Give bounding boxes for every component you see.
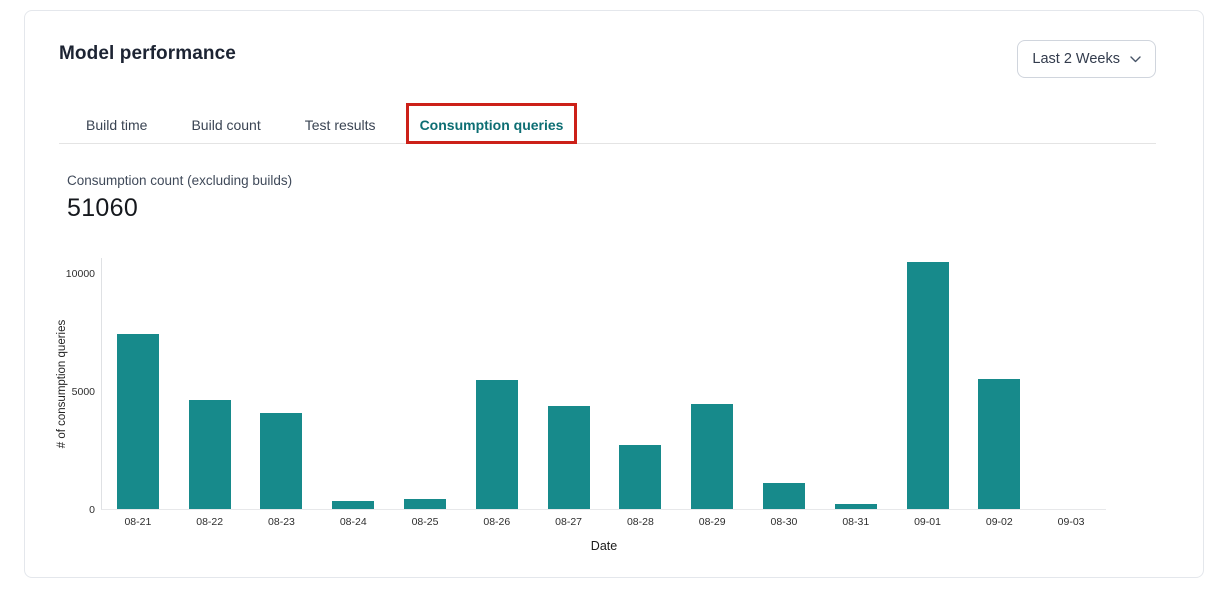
bar-08-28	[619, 445, 662, 509]
x-tick-label: 08-21	[124, 516, 152, 528]
plot-area: # of consumption queries Date 08-21 08-22…	[56, 258, 1106, 553]
chevron-down-icon	[1130, 55, 1141, 63]
model-performance-card: Model performance Last 2 Weeks Build tim…	[24, 10, 1204, 578]
time-range-value: Last 2 Weeks	[1032, 51, 1120, 67]
bar-08-26	[475, 379, 518, 509]
x-tick-label: 08-23	[268, 516, 295, 528]
bar-08-30	[762, 482, 805, 509]
bar-08-25	[404, 498, 447, 509]
tab-build-count[interactable]: Build count	[191, 117, 261, 133]
x-tick-label: 08-24	[339, 516, 367, 528]
y-tick-label: 5000	[71, 386, 95, 399]
bar-08-22	[188, 400, 231, 509]
x-tick-label: 08-31	[842, 516, 870, 528]
x-tick-label: 09-03	[1057, 516, 1085, 528]
tab-consumption-queries[interactable]: Consumption queries	[405, 103, 578, 144]
bar-08-21	[116, 334, 159, 509]
x-tick-label: 08-22	[196, 516, 224, 528]
x-tick-label: 08-29	[698, 516, 726, 528]
tab-bar: Build time Build count Test results Cons…	[59, 103, 1156, 144]
tab-consumption-queries-label: Consumption queries	[419, 117, 564, 133]
bar-08-24	[332, 501, 375, 509]
x-axis-label: Date	[590, 539, 618, 553]
x-tick-label: 09-02	[985, 516, 1013, 528]
x-tick-label: 08-27	[555, 516, 583, 528]
bar-08-27	[547, 406, 590, 509]
stat-value: 51060	[67, 194, 139, 222]
page-title: Model performance	[59, 43, 236, 64]
stat-label: Consumption count (excluding builds)	[67, 173, 293, 188]
bar-08-31	[834, 504, 877, 509]
bar-09-02	[978, 379, 1021, 509]
x-tick-label: 08-25	[411, 516, 439, 528]
y-tick-label: 10000	[65, 268, 95, 281]
y-tick-label: 0	[89, 504, 95, 516]
x-tick-label: 09-01	[914, 516, 941, 528]
tab-test-results[interactable]: Test results	[304, 117, 376, 133]
bar-08-23	[260, 413, 303, 509]
tab-build-time[interactable]: Build time	[86, 117, 148, 133]
bar-chart: # of consumption queries Date 08-21 08-22…	[56, 258, 1106, 553]
bar-09-01	[906, 262, 949, 509]
x-tick-label: 08-28	[626, 516, 654, 528]
y-axis-label: # of consumption queries	[56, 319, 68, 448]
x-tick-label: 08-26	[483, 516, 511, 528]
x-tick-label: 08-30	[770, 516, 798, 528]
bar-08-29	[691, 404, 734, 509]
time-range-selector[interactable]: Last 2 Weeks	[1017, 40, 1156, 78]
